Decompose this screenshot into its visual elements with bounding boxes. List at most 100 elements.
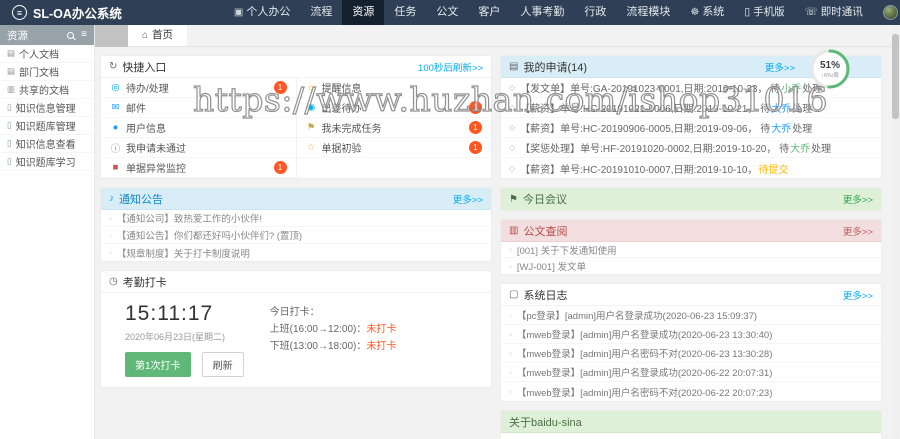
bullet-icon: ◦	[509, 261, 512, 271]
bullet-icon: ◦	[509, 348, 512, 358]
sidebar-collapse-area[interactable]	[95, 25, 128, 47]
tab-home[interactable]: ⌂ 首页	[128, 25, 188, 46]
quick-item-user-info[interactable]: ● 用户信息	[101, 118, 296, 138]
refresh-countdown-link[interactable]: 100秒后刷新>>	[418, 62, 483, 74]
refresh-button[interactable]: 刷新	[201, 352, 244, 378]
mobile-version-link[interactable]: ▯ 手机版	[734, 0, 794, 25]
alert-square-icon: ■	[112, 162, 119, 173]
search-icon[interactable]	[67, 31, 75, 39]
quick-item-rejected-applications[interactable]: ⓘ 我申请未通过	[101, 138, 296, 158]
application-row[interactable]: ◇ 【薪资】单号:HC-20191010-0007,日期:2019-10-10， …	[501, 158, 881, 178]
log-item[interactable]: ◦ 【mweb登录】[admin]用户名密码不对(2020-06-23 13:30…	[501, 344, 881, 363]
instant-message-link[interactable]: ☏ 即时通讯	[795, 0, 873, 25]
log-item[interactable]: ◦ 【mweb登录】[admin]用户名密码不对(2020-06-22 20:07…	[509, 387, 773, 399]
system-log-panel: ▢ 系统日志 更多>> ◦ 【pc登录】[admin]用户名登录成功(2020-0…	[500, 283, 882, 402]
menu-item-personal-office[interactable]: ▣ 个人办公	[224, 0, 300, 25]
today-punch-label: 今日打卡：	[269, 307, 320, 318]
bullet-icon: ◇	[509, 103, 516, 112]
application-row[interactable]: ◇ 【薪资】单号:HC-20190906-0005,日期:2019-09-06， …	[501, 118, 881, 138]
menu-item-official-docs[interactable]: 公文	[436, 6, 459, 18]
user-menu[interactable]: 管理员 ▾	[873, 0, 900, 25]
quick-item-reminders[interactable]: ☼ 提醒信息	[296, 78, 491, 98]
application-row[interactable]: ◇ 【奖惩处理】单号:HF-20191020-0002,日期:2019-10-20…	[501, 138, 881, 158]
sidebar-item-knowledge-info-manage[interactable]: ▯ 知识信息管理	[0, 99, 94, 117]
application-row[interactable]: ◇ 【薪资】单号:HC-20191021-0006,日期:2019-10-21， …	[501, 98, 881, 118]
left-column: ↻ 快捷入口 100秒后刷新>> ◎ 待办/处理 1 ✉ 邮件 ● 用户信息 ⓘ 我申请未…	[100, 55, 492, 439]
quick-item-mail[interactable]: ✉ 邮件	[101, 98, 296, 118]
my-applications-header: ▤ 我的申请(14) 更多>>	[501, 56, 881, 78]
docs-more-link[interactable]: 更多>>	[842, 226, 873, 238]
log-item[interactable]: ◦ 【pc登录】[admin]用户名登录成功(2020-06-23 15:09:3…	[501, 306, 881, 325]
log-item[interactable]: ◦ 【mweb登录】[admin]用户名登录成功(2020-06-22 20:07…	[501, 363, 881, 382]
menu-item-resources[interactable]: 资源	[342, 0, 385, 25]
bullet-icon: ◦	[109, 248, 112, 257]
notice-more-link[interactable]: 更多>>	[452, 194, 483, 206]
count-badge: 1	[273, 161, 287, 174]
sidebar-item-department-docs[interactable]: ▤ 部门文档	[0, 63, 94, 81]
quick-item-todo[interactable]: ◎ 待办/处理 1	[101, 78, 296, 98]
quick-item-abnormal-bills[interactable]: ■ 单据异常监控 1	[101, 158, 296, 178]
menu-item-administration[interactable]: 行政	[584, 6, 607, 18]
punch-in-button[interactable]: 第1次打卡	[125, 352, 191, 378]
my-applications-panel: ▤ 我的申请(14) 更多>> 51% ↑6%/周 ◇ 【发文单】单号:GA-20…	[500, 49, 882, 179]
log-item[interactable]: ◦ 【mweb登录】[admin]用户名登录成功(2020-06-23 13:30…	[501, 325, 881, 344]
doc-item[interactable]: ◦ [001] 关于下发通知使用	[501, 242, 881, 258]
attendance-panel: ◷ 考勤打卡 15:11:17 2020年06月23日(星期二) 第1次打卡 刷…	[100, 270, 492, 389]
notice-item[interactable]: ◦ 【通知公告】你们都还好吗小伙伴们? (置顶)	[101, 227, 491, 244]
attendance-clock-block: 15:11:17 2020年06月23日(星期二) 第1次打卡 刷新	[125, 302, 244, 378]
doc-item[interactable]: ◦ [WJ-001] 发文单	[509, 261, 586, 274]
clock-icon: ◷	[109, 276, 118, 287]
bullet-icon: ◦	[109, 230, 112, 240]
sidebar-item-knowledge-info-view[interactable]: ▯ 知识信息查看	[0, 135, 94, 153]
notice-item[interactable]: ◦ 【通知公司】致热爱工作的小伙伴!	[101, 210, 491, 227]
status-badge: 待提交	[758, 164, 789, 176]
avatar	[882, 5, 898, 20]
menu-item-system[interactable]: ☸ 系统	[680, 0, 734, 25]
progress-text: 51% ↑6%/周	[809, 48, 851, 90]
bookmark-icon: ▯	[7, 138, 12, 148]
quick-entry-panel: ↻ 快捷入口 100秒后刷新>> ◎ 待办/处理 1 ✉ 邮件 ● 用户信息 ⓘ 我申请未…	[100, 55, 492, 179]
quick-item-business-trip-todo[interactable]: ◉ 出差待办 1	[296, 98, 491, 118]
sidebar-item-question-bank-study[interactable]: ▯ 知识题库学习	[0, 153, 94, 171]
quick-entry-title: 快捷入口	[122, 61, 167, 74]
menu-item-hr-attendance[interactable]: 人事考勤	[520, 6, 565, 18]
quick-entry-grid: ◎ 待办/处理 1 ✉ 邮件 ● 用户信息 ⓘ 我申请未通过 ■ 单据异常监控 1 ☼ 提醒信息…	[101, 78, 491, 178]
menu-item-tasks[interactable]: 任务	[394, 6, 417, 18]
sidebar-item-shared-docs[interactable]: ▥ 共享的文档	[0, 81, 94, 99]
punch-status: 未打卡	[366, 341, 397, 352]
sidebar-title: 资源	[7, 29, 28, 42]
sidebar-item-question-bank-manage[interactable]: ▯ 知识题库管理	[0, 117, 94, 135]
scrollbar-thumb[interactable]	[892, 34, 899, 119]
meetings-more-link[interactable]: 更多>>	[842, 195, 873, 206]
progress-subtext: ↑6%/周	[821, 72, 839, 79]
notice-item[interactable]: ◦ 【规章制度】关于打卡制度说明	[109, 248, 250, 260]
hamburger-icon[interactable]: ≡	[81, 29, 87, 40]
menu-item-workflow-module[interactable]: 流程模块	[626, 6, 671, 18]
quick-item-empty	[297, 158, 492, 178]
syslog-more-link[interactable]: 更多>>	[842, 290, 873, 302]
menu-item-workflow[interactable]: 流程	[310, 6, 333, 18]
official-docs-panel: ▥ 公文查阅 更多>> ◦ [001] 关于下发通知使用 ◦ [WJ-001] 发文…	[500, 219, 882, 275]
bullet-icon: ◦	[109, 213, 112, 223]
about-header: 关于baidu-sina	[501, 411, 881, 433]
app-logo[interactable]: ≡ SL-OA办公系统	[0, 3, 134, 22]
system-log-header: ▢ 系统日志 更多>>	[501, 284, 881, 306]
star-icon: ☆	[306, 142, 316, 153]
book-icon: ▥	[509, 225, 519, 236]
monitor-icon: ▣	[233, 7, 244, 18]
logo-icon: ≡	[12, 5, 27, 20]
today-meetings-title: 今日会议	[522, 194, 567, 206]
attendance-header: ◷ 考勤打卡	[101, 271, 491, 293]
sidebar-item-personal-docs[interactable]: ▤ 个人文档	[0, 45, 94, 63]
attendance-title: 考勤打卡	[122, 276, 167, 289]
notice-header: ♪ 通知公告 更多>>	[101, 188, 491, 210]
quick-item-unfinished-tasks[interactable]: ⚑ 我未完成任务 1	[296, 118, 491, 138]
applications-more-link[interactable]: 更多>>	[764, 62, 795, 74]
application-row[interactable]: ◇ 【发文单】单号:GA-20191023-0001,日期:2019-10-23，…	[501, 78, 881, 98]
quick-item-bill-first-check[interactable]: ☆ 单据初验 1	[296, 138, 491, 158]
today-meetings-header: ⚑ 今日会议 更多>>	[501, 188, 881, 210]
bullet-icon: ◇	[509, 143, 516, 152]
menu-item-customers[interactable]: 客户	[478, 6, 501, 18]
official-docs-title: 公文查阅	[523, 225, 568, 238]
vertical-scrollbar[interactable]	[892, 26, 899, 438]
